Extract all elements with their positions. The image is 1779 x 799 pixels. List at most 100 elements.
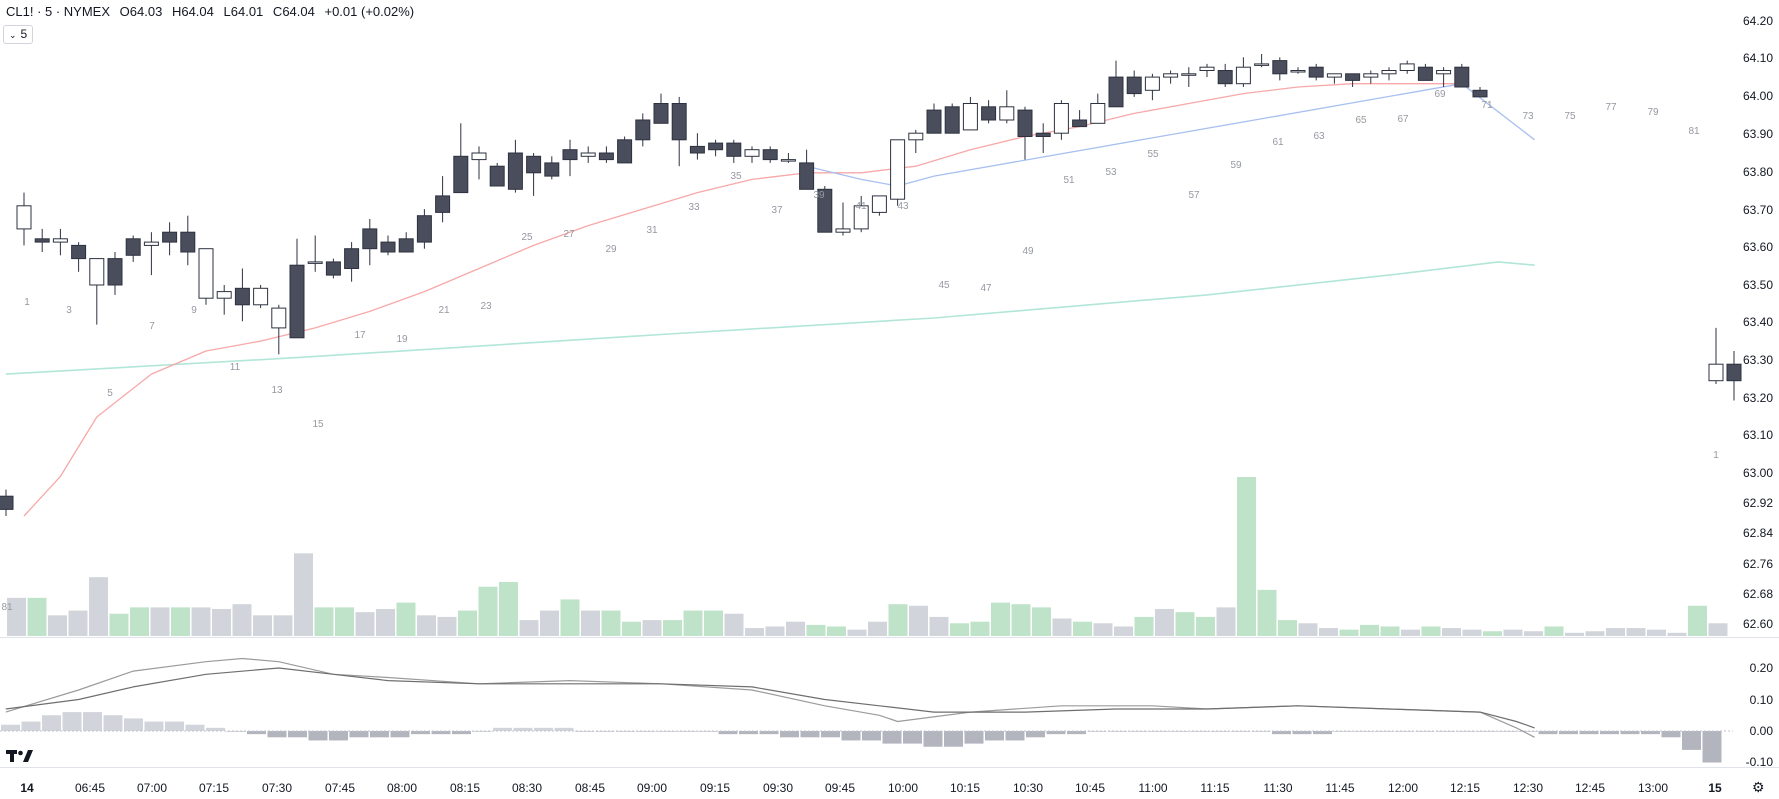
candle [726,142,742,157]
time-axis-label: 06:45 [75,781,105,795]
volume-bar [314,607,334,636]
bar-index-label: 65 [1355,115,1367,126]
price-axis-label: 62.76 [1743,557,1773,571]
candle [780,159,796,162]
candle-day2 [1726,363,1742,382]
macd-histogram-bar [62,712,82,731]
bar-index-label: 67 [1397,114,1409,125]
candle [1181,73,1197,76]
candle [289,264,305,339]
volume-bar [1626,628,1646,636]
volume-bar [1216,607,1236,636]
candle [1472,89,1488,98]
bar-index-label: 29 [605,244,617,255]
volume-bar [499,581,518,636]
bar-index-label: 3 [66,305,72,316]
macd-histogram-bar [1292,731,1312,735]
volume-bar [1319,628,1338,636]
tradingview-logo-icon[interactable] [6,748,34,769]
price-axis-label: 63.40 [1743,315,1773,329]
volume-bar [150,607,170,636]
volume-bar [683,610,703,636]
candle [1345,73,1361,81]
time-axis-label: 09:15 [700,781,730,795]
candle [398,238,414,253]
macd-histogram-bar [1559,731,1578,735]
candle [180,231,196,253]
candle [835,228,851,233]
price-axis-label: 63.70 [1743,203,1773,217]
bar-index-label: 71 [1481,100,1493,111]
macd-histogram-bar [103,715,123,731]
moving-average-red [23,83,1462,517]
bar-index-label: 13 [271,385,283,396]
candle [1090,103,1106,124]
volume-bar [1442,628,1461,636]
macd-histogram-bar [657,731,676,732]
candle [981,106,997,121]
bar-index-label: 7 [149,321,155,332]
candle [198,248,214,299]
high-label: H [171,4,182,19]
macd-histogram-bar [42,715,61,731]
bar-index-label: 79 [1647,107,1659,118]
macd-histogram-bar [370,731,389,738]
volume-bar [294,553,313,636]
macd-histogram-bar [636,731,656,732]
candle [999,106,1015,121]
low-label: L [223,4,231,19]
candle [471,152,487,161]
macd-histogram-bar [288,731,307,738]
gear-icon[interactable]: ⚙ [1752,779,1765,795]
volume-bar [1032,607,1051,636]
macd-histogram-bar [1128,731,1148,732]
bar-index-label: 43 [897,201,909,212]
macd-histogram-bar [1682,731,1701,750]
bar-index-label: 57 [1188,190,1200,201]
volume-bar [109,613,129,636]
volume-bar [909,605,928,636]
macd-histogram-bar [554,727,574,731]
macd-line [5,657,1535,738]
macd-histogram-bar [882,731,902,744]
macd-histogram-bar [452,731,471,735]
candle [799,162,815,190]
macd-histogram-bar [308,731,328,741]
time-axis-label: 10:30 [1013,781,1043,795]
time-axis-label: 10:00 [888,781,918,795]
indicators-count: 5 [20,27,28,41]
indicators-collapse-button[interactable]: ⌄ 5 [3,25,34,44]
volume-bar [970,621,990,636]
volume-bar [89,577,108,636]
volume-bar [417,615,436,636]
volume-bar [806,624,826,636]
symbol-title[interactable]: CL1! · 5 · NYMEX [6,4,111,19]
macd-histogram-bar [1477,731,1496,732]
volume-bar [1401,629,1420,636]
candle [1072,119,1088,128]
candle [1454,66,1470,88]
volume-bar [1196,616,1215,636]
macd-histogram-bar [677,731,697,732]
price-axis-label: 62.92 [1743,496,1773,510]
volume-bar [273,615,293,636]
candle [107,258,123,286]
volume-bar [1647,629,1666,636]
candle-day2 [1708,363,1724,382]
candle [1308,66,1324,78]
volume-bar [68,610,88,636]
change-value: +0.01 (+0.02%) [324,4,415,19]
volume-bar [765,626,785,636]
macd-histogram-bar [329,731,348,741]
volume-bar [437,616,457,636]
bar-index-label: 49 [1022,246,1034,257]
macd-histogram-bar [1149,731,1168,732]
price-axis-label: 63.80 [1743,165,1773,179]
candle [762,149,778,161]
volume-bar [581,610,600,636]
time-axis-label: 12:30 [1513,781,1543,795]
bar-index-label: 53 [1105,167,1117,178]
bar-index-label: 41 [855,201,867,212]
volume-bar [622,621,641,636]
